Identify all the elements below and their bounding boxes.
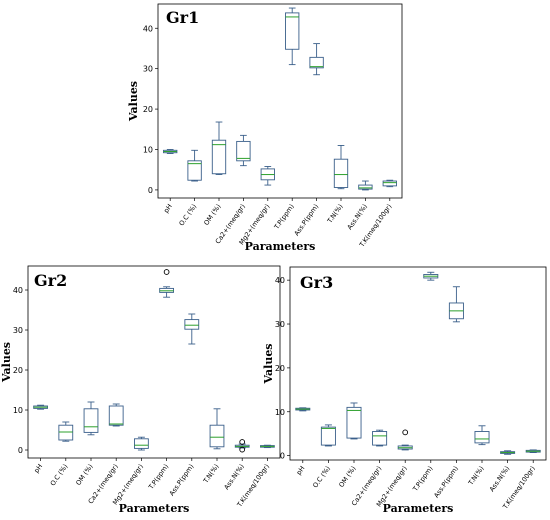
box-t-k-meq-100gr — [382, 180, 397, 187]
x-tick-label-ass-p-ppm: Ass.P(ppm) — [293, 203, 321, 238]
x-tick-label-om: OM (%) — [74, 463, 94, 487]
y-tick-label: 30 — [275, 320, 285, 329]
y-tick-label: 10 — [13, 406, 23, 415]
y-tick-label: 30 — [13, 326, 23, 335]
y-axis-label: Values — [127, 81, 140, 122]
outlier-t-p-ppm — [163, 269, 170, 275]
x-tick-label-o-c: O.C (%) — [311, 465, 332, 490]
y-tick-label: 10 — [143, 146, 153, 155]
x-tick-label-ass-p-ppm: Ass.P(ppm) — [432, 465, 460, 500]
box-o-c — [320, 426, 336, 446]
box-om — [346, 406, 362, 439]
box-t-p-ppm — [285, 12, 300, 50]
x-tick-label-ass-n: Ass.N(%) — [346, 203, 369, 232]
panel-gr2: Gr2 0 10 20 30 40 Values Parameters pH O.C (%) OM … — [0, 265, 281, 515]
x-tick-label-o-c: O.C (%) — [177, 203, 198, 228]
x-tick-label-t-p-ppm: T.P(ppm) — [411, 465, 435, 494]
y-tick-label: 0 — [148, 186, 153, 195]
plot-frame — [289, 266, 547, 461]
y-tick-label: 30 — [143, 65, 153, 74]
outlier-mg2-meq-gr — [402, 429, 409, 436]
box-ass-n — [358, 184, 373, 190]
box-o-c — [187, 160, 202, 181]
box-om — [83, 408, 99, 433]
x-tick-label-o-c: O.C (%) — [49, 463, 70, 488]
panel-gr1: Gr1 0 10 20 30 40 Values Parameters pH O.C (%) OM … — [127, 3, 403, 253]
box-ass-p-ppm — [309, 56, 324, 69]
x-tick-label-t-n: T.N(%) — [466, 465, 485, 488]
y-tick-label: 20 — [143, 105, 153, 114]
box-om — [211, 139, 227, 175]
y-axis-label: Values — [262, 343, 275, 384]
outlier-ass-n — [239, 439, 246, 445]
box-ca2-meq-gr — [108, 405, 124, 426]
x-tick-label-t-p-ppm: T.P(ppm) — [272, 203, 296, 232]
y-tick-label: 40 — [275, 276, 285, 285]
y-tick-label: 20 — [13, 366, 23, 375]
chart-title: Gr2 — [34, 271, 67, 290]
box-ca2-meq-gr — [372, 431, 388, 446]
y-tick-label: 10 — [275, 408, 285, 417]
x-axis-label: Parameters — [119, 502, 190, 515]
x-tick-label-t-p-ppm: T.P(ppm) — [147, 463, 171, 492]
box-t-n — [333, 158, 349, 188]
x-tick-label-om: OM (%) — [337, 465, 357, 489]
y-axis-label: Values — [0, 342, 13, 383]
y-tick-label: 20 — [275, 364, 285, 373]
y-tick-label: 40 — [13, 286, 23, 295]
y-tick-label: 0 — [18, 446, 23, 455]
plot-frame — [157, 3, 403, 199]
y-tick-label: 0 — [280, 452, 285, 461]
x-tick-label-t-n: T.N(%) — [201, 463, 220, 486]
box-t-n — [474, 431, 490, 444]
y-tick-label: 40 — [143, 24, 153, 33]
box-ca2-meq-gr — [236, 140, 251, 162]
x-tick-label-ass-p-ppm: Ass.P(ppm) — [168, 463, 196, 498]
x-tick-label-ass-n: Ass.N(%) — [222, 463, 245, 492]
chart-title: Gr1 — [166, 8, 199, 27]
x-tick-label-t-n: T.N(%) — [325, 203, 344, 226]
x-tick-label-ph: pH — [33, 462, 45, 474]
box-o-c — [58, 424, 74, 441]
box-ass-p-ppm — [184, 319, 200, 330]
panel-gr3: Gr3 0 10 20 30 40 Values Parameters pH O.C (%) OM … — [262, 266, 547, 515]
x-tick-label-om: OM (%) — [202, 203, 222, 227]
plot-frame — [27, 265, 281, 459]
chart-title: Gr3 — [300, 273, 333, 292]
box-t-n — [209, 424, 225, 448]
x-tick-label-ph: pH — [162, 202, 174, 214]
x-axis-label: Parameters — [383, 502, 454, 515]
x-tick-label-ph: pH — [295, 464, 307, 476]
box-mg2-meq-gr — [134, 438, 149, 449]
x-axis-label: Parameters — [245, 240, 316, 253]
outlier-ass-n — [239, 446, 246, 453]
x-tick-label-ass-n: Ass.N(%) — [488, 465, 511, 494]
